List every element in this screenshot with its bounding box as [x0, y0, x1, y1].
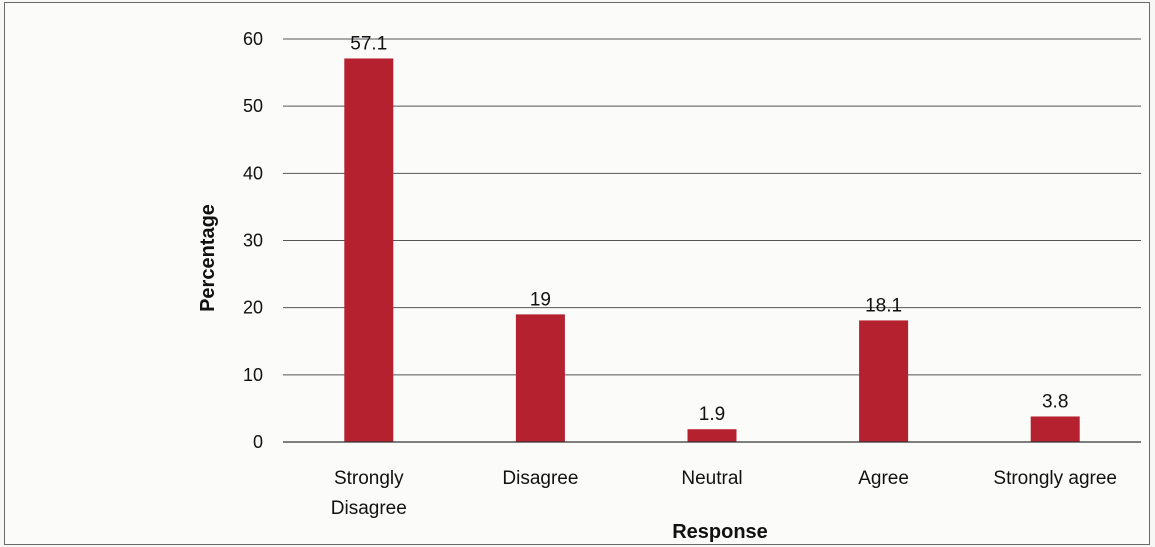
bar [687, 429, 737, 442]
chart-frame [4, 2, 1150, 545]
data-labels: 57.1 19 1.9 18.1 3.8 [350, 33, 1068, 425]
data-label: 19 [530, 289, 551, 310]
bar [515, 314, 565, 442]
bar [344, 58, 394, 442]
bar [859, 320, 909, 442]
x-axis-title: Response [672, 521, 768, 543]
category-label: Disagree [502, 468, 578, 489]
category-label: Strongly [334, 468, 404, 489]
category-label: Disagree [331, 498, 407, 519]
bars [344, 58, 1080, 442]
y-tick-label: 0 [253, 432, 263, 452]
data-label: 18.1 [865, 295, 902, 316]
data-label: 57.1 [350, 33, 387, 54]
category-label: Strongly agree [993, 468, 1117, 489]
gridlines [283, 38, 1141, 376]
y-tick-label: 60 [243, 29, 263, 49]
y-axis-title: Percentage [197, 204, 219, 312]
bar [1030, 416, 1080, 442]
y-tick-label: 30 [243, 231, 263, 251]
category-labels: Strongly Disagree Disagree Neutral Agree Stro… [331, 468, 1117, 519]
y-tick-label: 20 [243, 298, 263, 318]
data-label: 3.8 [1042, 391, 1068, 412]
y-tick-labels: 0 10 20 30 40 50 60 [243, 29, 263, 452]
y-tick-label: 10 [243, 365, 263, 385]
category-label: Agree [858, 468, 909, 489]
y-tick-label: 40 [243, 163, 263, 183]
data-label: 1.9 [699, 404, 725, 425]
y-tick-label: 50 [243, 96, 263, 116]
category-label: Neutral [681, 468, 742, 489]
